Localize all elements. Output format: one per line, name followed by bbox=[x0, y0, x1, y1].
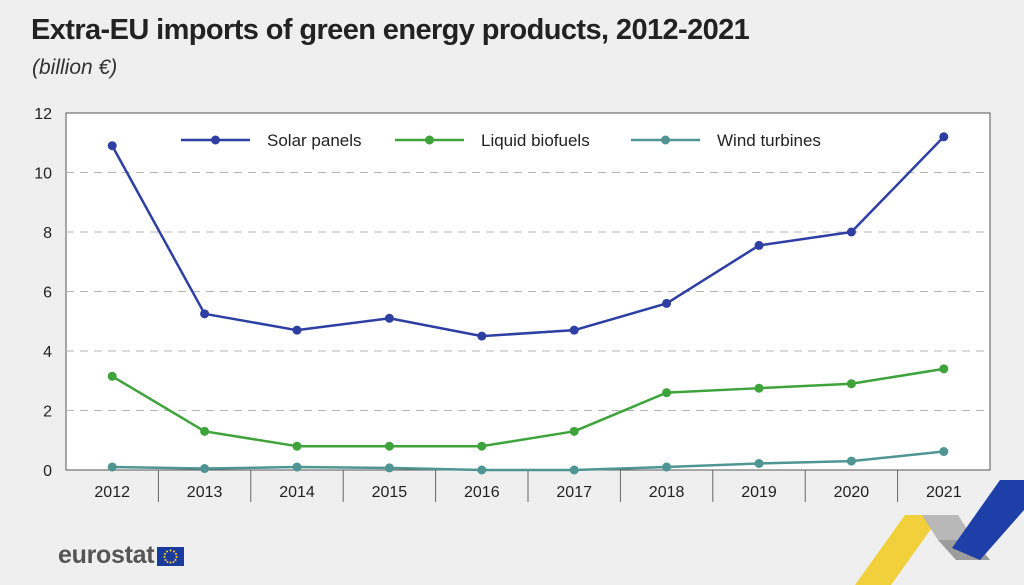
data-point bbox=[200, 426, 210, 436]
y-tick-label: 12 bbox=[34, 106, 52, 123]
data-point bbox=[569, 465, 579, 475]
series-line bbox=[111, 367, 944, 448]
data-point bbox=[939, 447, 949, 457]
data-point bbox=[569, 426, 579, 436]
x-tick-label: 2017 bbox=[556, 484, 592, 501]
data-point bbox=[107, 371, 117, 381]
x-tick-label: 2016 bbox=[464, 484, 500, 501]
data-point bbox=[477, 465, 487, 475]
y-tick-label: 6 bbox=[43, 285, 52, 302]
data-point bbox=[477, 441, 487, 451]
chart-subtitle: (billion €) bbox=[32, 56, 118, 79]
data-point bbox=[384, 313, 394, 323]
series-line bbox=[112, 450, 944, 472]
data-point bbox=[754, 458, 764, 468]
data-point bbox=[292, 325, 302, 335]
data-point bbox=[200, 309, 210, 319]
data-point bbox=[846, 456, 856, 466]
y-tick-label: 10 bbox=[34, 166, 52, 183]
data-point bbox=[200, 464, 210, 474]
y-tick-label: 0 bbox=[43, 463, 52, 480]
data-point bbox=[754, 383, 764, 393]
y-tick-label: 8 bbox=[43, 225, 52, 242]
eu-flag-icon bbox=[157, 547, 185, 566]
x-tick-label: 2018 bbox=[649, 484, 685, 501]
axis-labels: 0 2 4 6 8 10 12 2012 2013 2014 2015 2016 2017 2018 201… bbox=[34, 106, 962, 502]
legend-marker bbox=[211, 135, 220, 145]
data-point bbox=[107, 141, 117, 151]
data-point bbox=[569, 325, 579, 335]
x-tick-label: 2014 bbox=[279, 484, 315, 501]
data-point bbox=[384, 441, 394, 451]
data-point bbox=[107, 462, 117, 472]
data-point bbox=[754, 240, 764, 250]
x-tick-label: 2015 bbox=[372, 484, 408, 501]
data-point bbox=[477, 331, 487, 341]
legend-label: Liquid biofuels bbox=[481, 131, 590, 150]
x-tick-label: 2013 bbox=[187, 484, 223, 501]
data-point bbox=[939, 132, 949, 142]
data-point bbox=[846, 379, 856, 389]
data-point bbox=[384, 463, 394, 473]
chart-title: Extra-EU imports of green energy product… bbox=[31, 14, 750, 46]
grid-lines bbox=[66, 172, 990, 411]
data-point bbox=[846, 227, 856, 237]
legend-label: Wind turbines bbox=[717, 131, 821, 150]
legend-marker bbox=[661, 135, 670, 145]
y-tick-label: 4 bbox=[43, 344, 52, 361]
x-tick-label: 2019 bbox=[741, 484, 777, 501]
x-tick-label: 2021 bbox=[926, 484, 962, 501]
brand-name: eurostat bbox=[58, 541, 155, 569]
legend-marker bbox=[425, 135, 434, 145]
data-point bbox=[662, 298, 672, 308]
data-point bbox=[662, 388, 672, 398]
series-lines bbox=[107, 132, 949, 475]
legend: Solar panels Liquid biofuels Wind turbines bbox=[181, 131, 821, 150]
data-point bbox=[662, 462, 672, 472]
x-tick-label: 2020 bbox=[834, 484, 870, 501]
series-line bbox=[111, 135, 945, 338]
eurostat-logo: eurostat bbox=[58, 541, 185, 570]
legend-label: Solar panels bbox=[267, 131, 362, 150]
x-tick-label: 2012 bbox=[94, 484, 130, 501]
data-point bbox=[292, 462, 302, 472]
data-point bbox=[939, 364, 949, 374]
y-tick-label: 2 bbox=[43, 404, 52, 421]
data-point bbox=[292, 441, 302, 451]
